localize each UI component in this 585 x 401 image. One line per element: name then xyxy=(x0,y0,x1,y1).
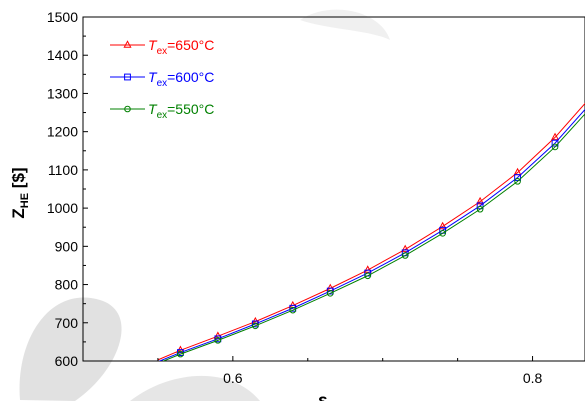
data-point-triangle xyxy=(124,41,130,47)
y-tick-label: 1500 xyxy=(47,9,78,25)
series-layer xyxy=(158,45,585,364)
legend-entry: Tex=550°C xyxy=(110,101,214,121)
series-line xyxy=(158,61,585,363)
legend-subscript: ex xyxy=(157,110,168,121)
legend-entry: Tex=600°C xyxy=(110,69,214,89)
data-point-triangle xyxy=(514,169,520,175)
legend-subscript: ex xyxy=(157,78,168,89)
series-circle xyxy=(158,58,585,363)
series-line xyxy=(158,48,585,360)
legend-label: Tex=650°C xyxy=(148,37,214,57)
plot-area xyxy=(83,17,585,361)
series-line xyxy=(158,55,585,362)
legend-value: =650°C xyxy=(167,37,214,53)
legend-subscript: ex xyxy=(157,46,168,57)
x-axis-label: ε xyxy=(317,391,327,401)
series-square xyxy=(158,52,585,361)
y-axis-label-unit: [$] xyxy=(9,167,28,193)
y-axis-label-main: Z xyxy=(9,208,28,218)
y-tick-label: 1200 xyxy=(47,124,78,140)
y-tick-label: 800 xyxy=(55,277,79,293)
legend-entry: Tex=650°C xyxy=(110,37,214,57)
legend-label: Tex=600°C xyxy=(148,69,214,89)
y-tick-label: 600 xyxy=(55,353,79,369)
legend: Tex=650°C Tex=600°C Tex=550°C xyxy=(110,37,214,121)
legend-value: =550°C xyxy=(167,101,214,117)
y-tick-label: 1400 xyxy=(47,47,78,63)
y-tick-label: 1000 xyxy=(47,200,78,216)
y-tick-label: 1300 xyxy=(47,85,78,101)
legend-value: =600°C xyxy=(167,69,214,85)
series-triangle xyxy=(158,45,585,360)
y-tick-label: 700 xyxy=(55,315,79,331)
data-point-triangle xyxy=(402,246,408,252)
y-axis-label-subscript: HE xyxy=(19,193,31,208)
y-tick-label: 1100 xyxy=(48,162,78,178)
y-axis-label: ZHE [$] xyxy=(9,167,31,218)
x-tick-label: 0.8 xyxy=(523,370,543,386)
x-tick-label: 0.6 xyxy=(223,370,243,386)
legend-label: Tex=550°C xyxy=(148,101,214,121)
y-tick-label: 900 xyxy=(55,238,79,254)
